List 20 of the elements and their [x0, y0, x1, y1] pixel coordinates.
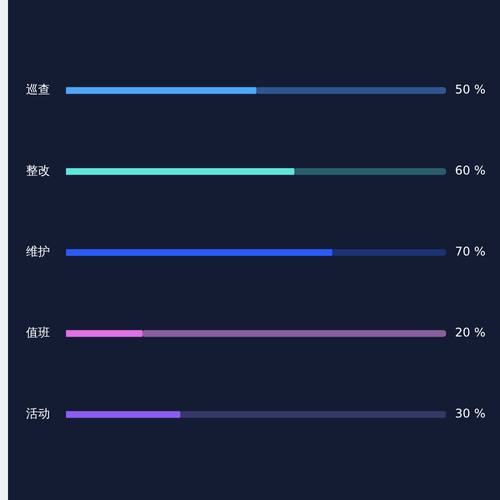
bar — [256, 87, 446, 94]
data-label: 60 % — [455, 164, 486, 178]
y-tick-label: 维护 — [26, 244, 50, 259]
bar — [142, 330, 446, 337]
bar — [66, 411, 180, 418]
bar — [332, 249, 446, 256]
bar — [66, 330, 142, 337]
y-tick-label: 活动 — [26, 406, 50, 421]
bar — [66, 168, 294, 175]
data-label: 50 % — [455, 82, 486, 97]
bar — [180, 411, 446, 418]
data-label: 20 % — [455, 326, 486, 340]
y-tick-label: 巡查 — [26, 82, 50, 97]
bar — [66, 87, 256, 94]
y-tick-label: 整改 — [26, 164, 50, 178]
data-label: 30 % — [455, 406, 486, 421]
data-label: 70 % — [455, 244, 486, 259]
y-tick-label: 值班 — [26, 326, 50, 340]
bar — [66, 249, 332, 256]
bar — [294, 168, 446, 175]
